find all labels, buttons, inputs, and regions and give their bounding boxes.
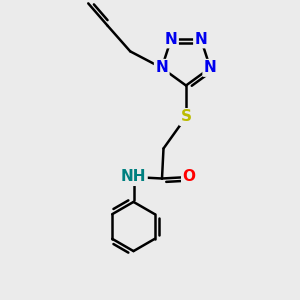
Text: NH: NH xyxy=(121,169,146,184)
Text: N: N xyxy=(195,32,207,47)
Text: N: N xyxy=(155,60,168,75)
Text: N: N xyxy=(165,32,177,47)
Text: N: N xyxy=(204,60,217,75)
Text: S: S xyxy=(181,110,191,124)
Text: O: O xyxy=(182,169,196,184)
